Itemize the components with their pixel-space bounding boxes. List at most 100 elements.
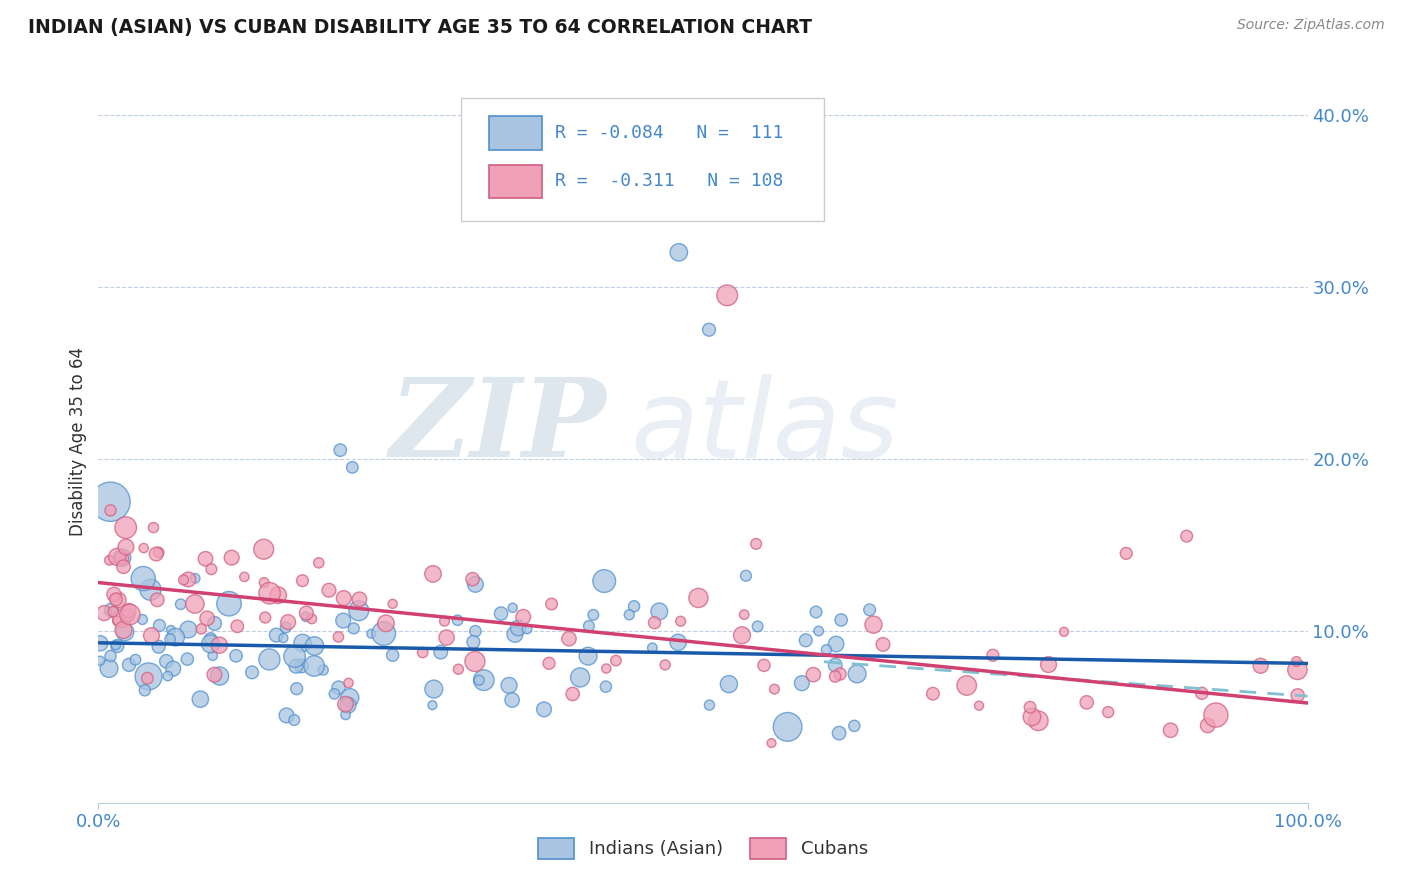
Point: [830, 613, 852, 627]
Point: [644, 615, 666, 630]
Point: [468, 673, 491, 688]
Point: [177, 623, 200, 637]
Point: [436, 631, 458, 645]
Point: [561, 687, 583, 701]
Point: [824, 669, 846, 683]
Point: [100, 494, 122, 508]
Point: [844, 719, 866, 733]
Point: [1021, 710, 1043, 724]
Point: [498, 678, 520, 692]
Point: [540, 597, 562, 611]
Point: [699, 698, 721, 712]
Point: [240, 665, 263, 680]
Point: [794, 633, 817, 648]
Point: [333, 591, 356, 606]
Point: [162, 662, 184, 676]
Point: [132, 541, 155, 555]
FancyBboxPatch shape: [489, 117, 543, 150]
Point: [170, 597, 193, 611]
Point: [1076, 695, 1098, 709]
Point: [208, 669, 231, 683]
Point: [291, 574, 314, 588]
Point: [335, 698, 357, 712]
Point: [218, 597, 240, 611]
Point: [862, 617, 884, 632]
Point: [100, 603, 122, 617]
Point: [464, 624, 486, 639]
Point: [1053, 624, 1076, 639]
Point: [1175, 529, 1198, 543]
Text: ZIP: ZIP: [389, 374, 606, 481]
Point: [605, 654, 627, 668]
Point: [922, 687, 945, 701]
Point: [1019, 700, 1042, 714]
Point: [254, 610, 277, 624]
Point: [105, 614, 128, 628]
Point: [202, 667, 225, 681]
Point: [295, 609, 318, 624]
Point: [533, 702, 555, 716]
Point: [731, 628, 754, 642]
Point: [446, 613, 468, 627]
Point: [226, 619, 249, 633]
Point: [118, 657, 141, 672]
Point: [115, 540, 138, 554]
Point: [104, 638, 127, 652]
Point: [93, 606, 115, 620]
Point: [145, 547, 167, 561]
Point: [103, 587, 125, 601]
Point: [1286, 689, 1309, 703]
Point: [752, 658, 775, 673]
Point: [200, 632, 222, 646]
Point: [308, 556, 330, 570]
Point: [501, 693, 523, 707]
Text: R = -0.084   N =  111: R = -0.084 N = 111: [555, 124, 785, 142]
Point: [301, 612, 323, 626]
Point: [1205, 708, 1227, 723]
Point: [329, 443, 352, 458]
Point: [447, 662, 470, 676]
Point: [489, 607, 512, 621]
Y-axis label: Disability Age 35 to 64: Disability Age 35 to 64: [69, 347, 87, 536]
Point: [267, 588, 290, 602]
Point: [139, 582, 162, 597]
Point: [148, 545, 170, 559]
Point: [1097, 705, 1119, 719]
Point: [733, 607, 755, 622]
Point: [328, 630, 350, 644]
Point: [253, 575, 276, 590]
Legend: Indians (Asian), Cubans: Indians (Asian), Cubans: [531, 830, 875, 866]
Point: [101, 605, 124, 619]
Point: [668, 245, 690, 260]
Point: [342, 460, 364, 475]
Point: [98, 553, 121, 567]
Point: [807, 624, 830, 638]
Point: [337, 698, 360, 713]
Point: [422, 698, 444, 713]
Point: [323, 687, 346, 701]
Point: [201, 648, 224, 663]
Point: [98, 661, 121, 675]
Point: [623, 599, 645, 614]
Point: [337, 676, 360, 690]
Point: [295, 606, 318, 620]
Point: [360, 626, 382, 640]
Point: [134, 683, 156, 698]
Point: [464, 655, 486, 669]
Point: [105, 549, 128, 564]
Point: [291, 636, 314, 650]
Point: [156, 669, 179, 683]
Point: [846, 666, 869, 681]
Point: [259, 586, 281, 600]
Point: [273, 631, 295, 645]
Point: [200, 562, 222, 576]
Point: [464, 577, 486, 591]
Point: [872, 637, 894, 651]
Point: [253, 542, 276, 557]
Point: [824, 658, 846, 673]
Text: Source: ZipAtlas.com: Source: ZipAtlas.com: [1237, 18, 1385, 32]
Point: [666, 635, 689, 649]
Point: [107, 593, 129, 607]
Point: [1160, 723, 1182, 738]
Point: [100, 648, 122, 663]
